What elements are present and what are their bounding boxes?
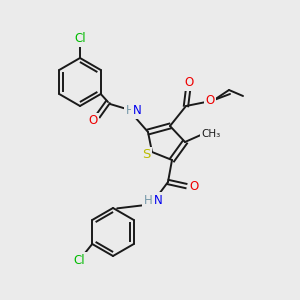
Text: H: H — [144, 194, 152, 206]
Text: N: N — [133, 104, 141, 118]
Text: O: O — [206, 94, 214, 107]
Text: O: O — [189, 181, 199, 194]
Text: O: O — [88, 115, 98, 128]
Text: S: S — [142, 148, 150, 161]
Text: O: O — [184, 76, 194, 89]
Text: CH₃: CH₃ — [201, 129, 220, 139]
Text: Cl: Cl — [74, 32, 86, 46]
Text: Cl: Cl — [74, 254, 85, 266]
Text: H: H — [126, 104, 134, 118]
Text: N: N — [154, 194, 162, 206]
